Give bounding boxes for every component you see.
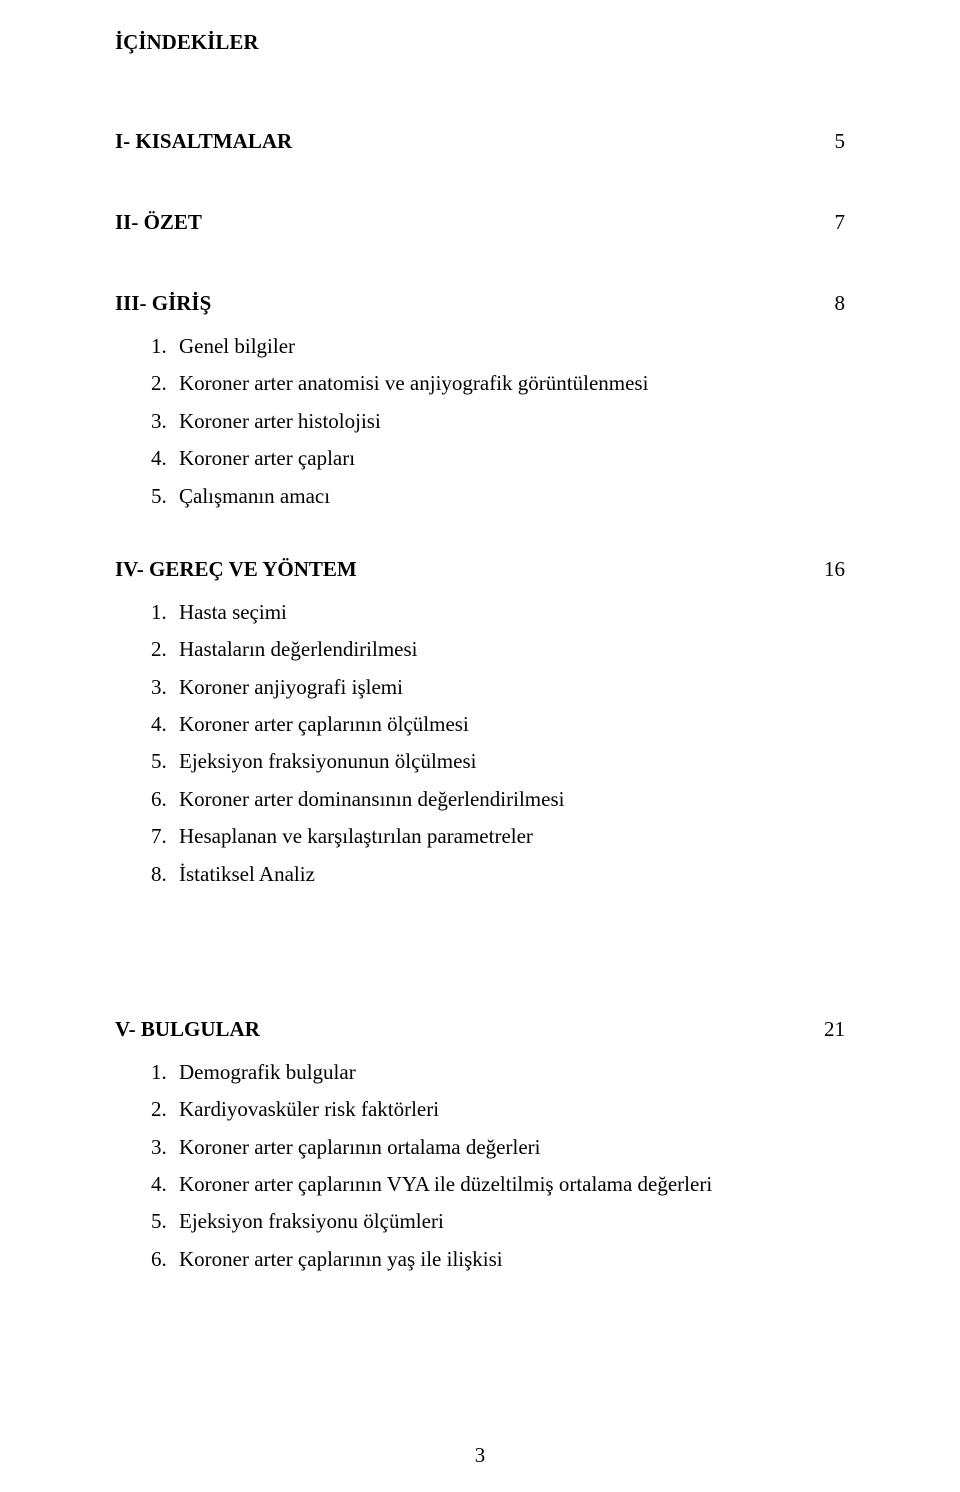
toc-section-title: II- ÖZET <box>115 210 202 235</box>
toc-sub-num: 6. <box>151 781 179 818</box>
toc-sublist-5: 1.Demografik bulgular 2.Kardiyovasküler … <box>151 1054 845 1278</box>
toc-sub-text: Hasta seçimi <box>179 594 287 631</box>
toc-sub-num: 5. <box>151 743 179 780</box>
toc-sub-text: Çalışmanın amacı <box>179 478 330 515</box>
toc-heading: İÇİNDEKİLER <box>115 30 845 55</box>
toc-sub-text: Hesaplanan ve karşılaştırılan parametrel… <box>179 818 533 855</box>
toc-sub-text: İstatiksel Analiz <box>179 856 315 893</box>
toc-sub-text: Koroner arter çaplarının ölçülmesi <box>179 706 469 743</box>
toc-sub-item: 6.Koroner arter çaplarının yaş ile ilişk… <box>151 1241 845 1278</box>
toc-sub-item: 2.Kardiyovasküler risk faktörleri <box>151 1091 845 1128</box>
toc-sub-text: Ejeksiyon fraksiyonunun ölçülmesi <box>179 743 476 780</box>
toc-sub-item: 3.Koroner anjiyografi işlemi <box>151 669 845 706</box>
toc-sub-item: 7.Hesaplanan ve karşılaştırılan parametr… <box>151 818 845 855</box>
toc-sub-num: 5. <box>151 478 179 515</box>
toc-sub-num: 2. <box>151 1091 179 1128</box>
toc-sub-text: Genel bilgiler <box>179 328 295 365</box>
toc-sub-item: 1.Hasta seçimi <box>151 594 845 631</box>
toc-section-title: IV- GEREÇ VE YÖNTEM <box>115 557 357 582</box>
toc-sublist-3: 1.Genel bilgiler 2.Koroner arter anatomi… <box>151 328 845 515</box>
toc-sub-text: Hastaların değerlendirilmesi <box>179 631 418 668</box>
toc-sub-text: Ejeksiyon fraksiyonu ölçümleri <box>179 1203 444 1240</box>
toc-sub-item: 8.İstatiksel Analiz <box>151 856 845 893</box>
toc-sub-num: 3. <box>151 1129 179 1166</box>
toc-section-title: V- BULGULAR <box>115 1017 260 1042</box>
toc-page-number: 7 <box>835 210 846 235</box>
toc-sub-item: 3.Koroner arter histolojisi <box>151 403 845 440</box>
toc-sub-num: 3. <box>151 403 179 440</box>
toc-section-5: V- BULGULAR 21 <box>115 1017 845 1042</box>
toc-sub-text: Koroner arter histolojisi <box>179 403 381 440</box>
toc-section-2: II- ÖZET 7 <box>115 210 845 235</box>
toc-sub-item: 1.Genel bilgiler <box>151 328 845 365</box>
toc-sub-num: 5. <box>151 1203 179 1240</box>
toc-sub-num: 2. <box>151 365 179 402</box>
toc-sub-item: 3.Koroner arter çaplarının ortalama değe… <box>151 1129 845 1166</box>
toc-sub-text: Kardiyovasküler risk faktörleri <box>179 1091 439 1128</box>
toc-sub-num: 1. <box>151 1054 179 1091</box>
toc-sub-text: Koroner arter çaplarının ortalama değerl… <box>179 1129 540 1166</box>
toc-section-1: I- KISALTMALAR 5 <box>115 129 845 154</box>
toc-sub-num: 4. <box>151 440 179 477</box>
toc-section-title: III- GİRİŞ <box>115 291 211 316</box>
toc-sub-item: 4.Koroner arter çaplarının ölçülmesi <box>151 706 845 743</box>
toc-sublist-4: 1.Hasta seçimi 2.Hastaların değerlendiri… <box>151 594 845 893</box>
toc-sub-item: 6.Koroner arter dominansının değerlendir… <box>151 781 845 818</box>
toc-section-title: I- KISALTMALAR <box>115 129 292 154</box>
toc-sub-num: 3. <box>151 669 179 706</box>
toc-sub-num: 8. <box>151 856 179 893</box>
toc-sub-text: Koroner arter çaplarının VYA ile düzelti… <box>179 1166 712 1203</box>
toc-section-4: IV- GEREÇ VE YÖNTEM 16 <box>115 557 845 582</box>
toc-sub-item: 5.Çalışmanın amacı <box>151 478 845 515</box>
toc-sub-item: 5.Ejeksiyon fraksiyonu ölçümleri <box>151 1203 845 1240</box>
toc-sub-item: 5.Ejeksiyon fraksiyonunun ölçülmesi <box>151 743 845 780</box>
toc-section-3: III- GİRİŞ 8 <box>115 291 845 316</box>
toc-sub-num: 1. <box>151 594 179 631</box>
toc-page-number: 5 <box>835 129 846 154</box>
toc-sub-item: 4.Koroner arter çapları <box>151 440 845 477</box>
toc-sub-num: 1. <box>151 328 179 365</box>
toc-sub-text: Koroner arter çaplarının yaş ile ilişkis… <box>179 1241 503 1278</box>
toc-sub-num: 7. <box>151 818 179 855</box>
toc-sub-num: 4. <box>151 1166 179 1203</box>
toc-sub-item: 1.Demografik bulgular <box>151 1054 845 1091</box>
toc-sub-text: Koroner anjiyografi işlemi <box>179 669 403 706</box>
toc-sub-text: Koroner arter dominansının değerlendiril… <box>179 781 564 818</box>
footer-page-number: 3 <box>0 1443 960 1468</box>
toc-sub-item: 4.Koroner arter çaplarının VYA ile düzel… <box>151 1166 845 1203</box>
toc-page-number: 8 <box>835 291 846 316</box>
toc-sub-text: Koroner arter anatomisi ve anjiyografik … <box>179 365 648 402</box>
toc-sub-item: 2.Koroner arter anatomisi ve anjiyografi… <box>151 365 845 402</box>
toc-sub-num: 2. <box>151 631 179 668</box>
toc-page-number: 21 <box>824 1017 845 1042</box>
toc-sub-num: 4. <box>151 706 179 743</box>
toc-page-number: 16 <box>824 557 845 582</box>
toc-sub-num: 6. <box>151 1241 179 1278</box>
toc-sub-item: 2.Hastaların değerlendirilmesi <box>151 631 845 668</box>
toc-sub-text: Demografik bulgular <box>179 1054 356 1091</box>
toc-sub-text: Koroner arter çapları <box>179 440 355 477</box>
